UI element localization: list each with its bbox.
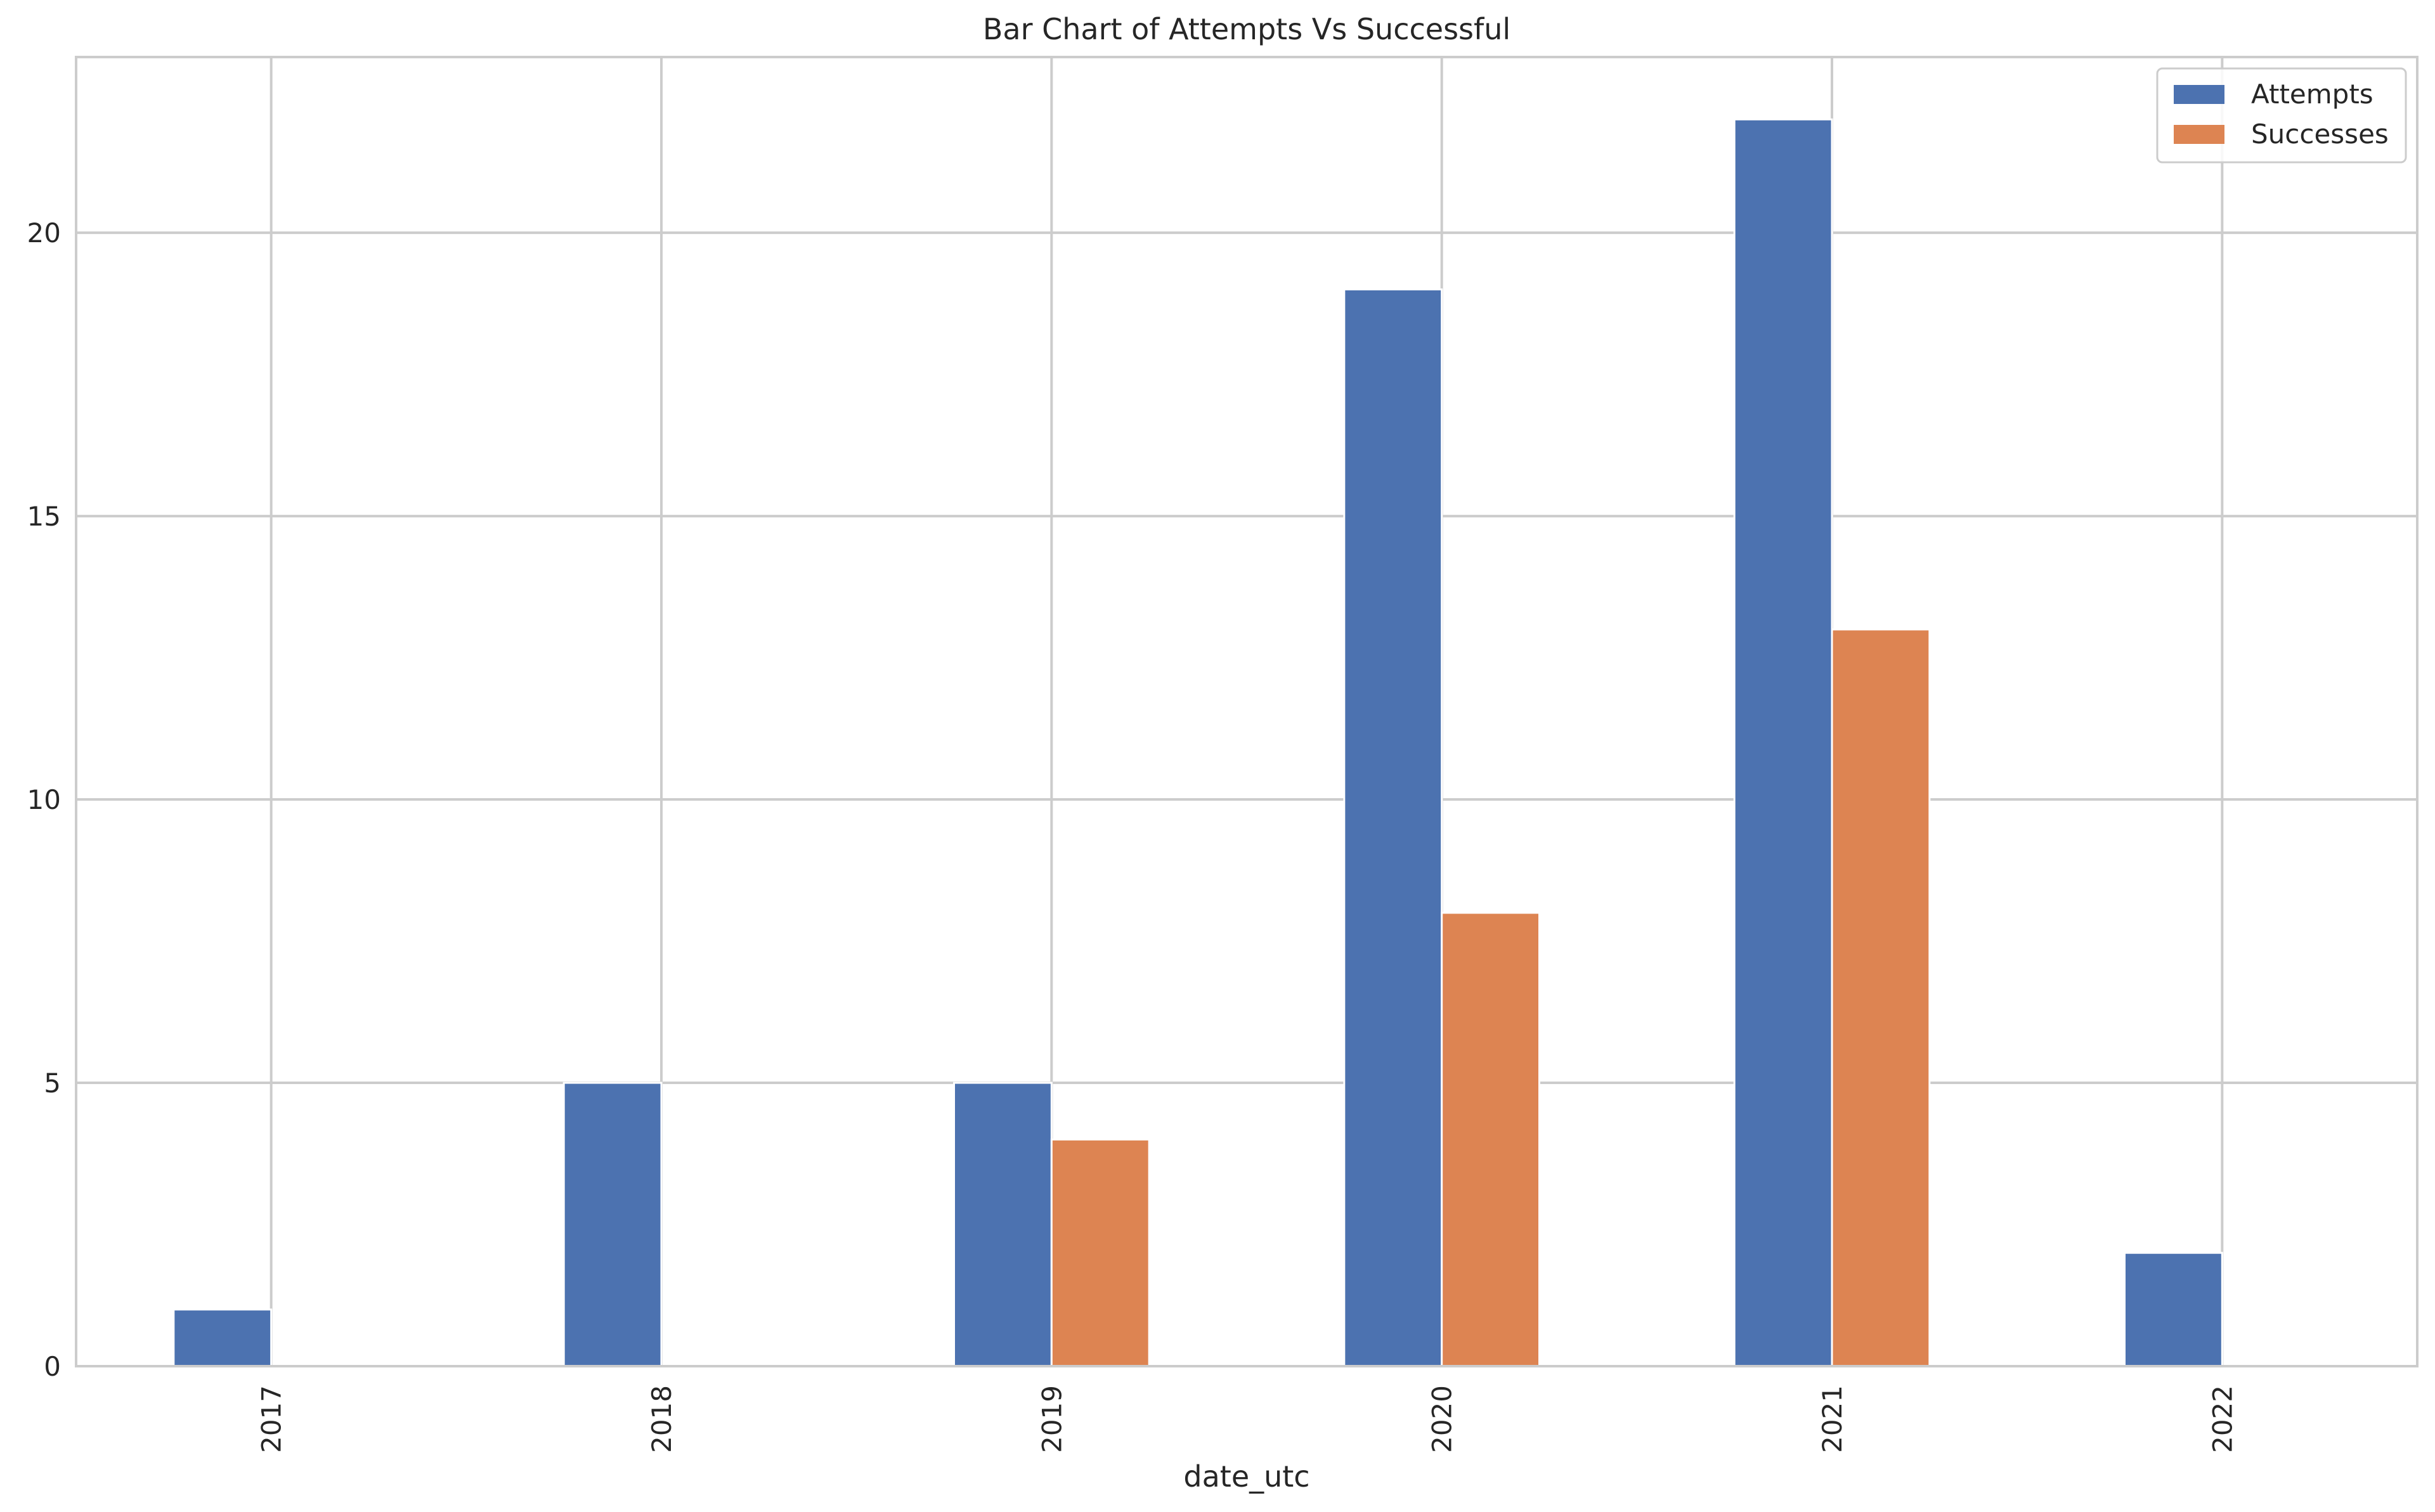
bar-successes-2020 <box>1441 912 1541 1367</box>
y-tick-label: 20 <box>27 217 61 249</box>
x-tick-label: 2019 <box>1036 1385 1067 1453</box>
plot-frame <box>75 56 2419 1367</box>
bar-attempts-2022 <box>2124 1251 2223 1367</box>
y-tick-label: 5 <box>44 1068 61 1099</box>
y-axis-ticks: 0 5 10 15 20 <box>27 217 61 1382</box>
legend-swatch-attempts <box>2174 85 2224 104</box>
y-tick-label: 10 <box>27 784 61 815</box>
bar-successes-2021 <box>1831 628 1931 1367</box>
bar-attempts-2018 <box>562 1082 663 1367</box>
x-axis-label: date_utc <box>1183 1459 1309 1494</box>
bar-attempts-2020 <box>1343 288 1443 1367</box>
bar-successes-2019 <box>1050 1138 1150 1367</box>
bars <box>172 118 2223 1367</box>
chart-title: Bar Chart of Attempts Vs Successful <box>983 12 1510 46</box>
bar-attempts-2019 <box>953 1082 1053 1367</box>
y-tick-label: 0 <box>44 1351 61 1382</box>
legend-label-attempts: Attempts <box>2251 79 2373 110</box>
x-axis-ticks: 2017 2018 2019 2020 2021 2022 <box>256 1385 2238 1453</box>
x-tick-label: 2021 <box>1817 1385 1848 1453</box>
x-tick-label: 2017 <box>256 1385 287 1453</box>
y-tick-label: 15 <box>27 501 61 532</box>
x-tick-label: 2020 <box>1427 1385 1458 1453</box>
bar-attempts-2021 <box>1733 118 1833 1367</box>
bar-attempts-2017 <box>172 1308 273 1367</box>
legend: Attempts Successes <box>2156 67 2407 164</box>
legend-swatch-successes <box>2174 125 2224 144</box>
x-tick-label: 2022 <box>2207 1385 2238 1453</box>
legend-label-successes: Successes <box>2251 119 2389 150</box>
x-tick-label: 2018 <box>646 1385 677 1453</box>
